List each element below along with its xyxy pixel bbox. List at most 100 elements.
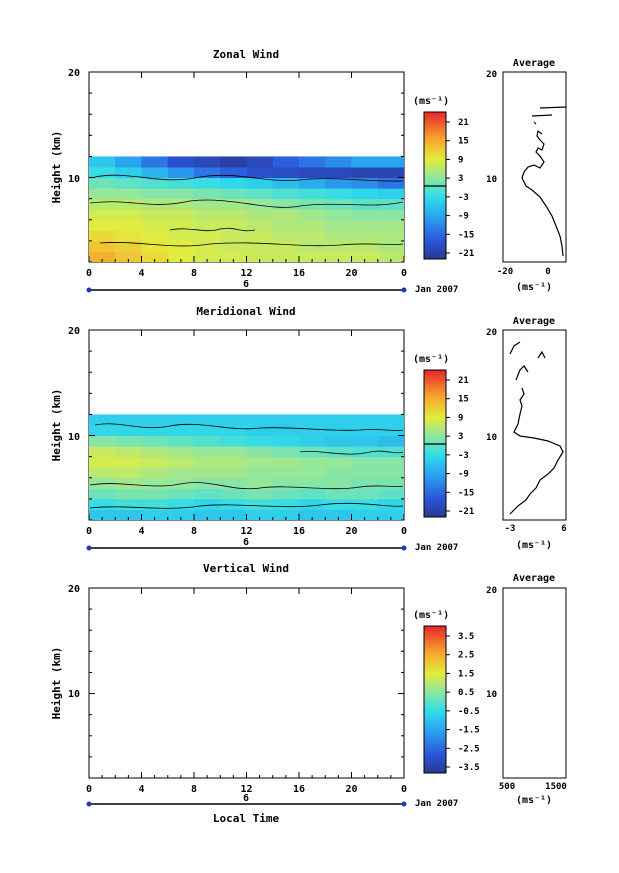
heatmap-cell [167, 456, 195, 468]
heatmap-cell [167, 188, 195, 200]
heatmap-cell [89, 509, 116, 520]
heatmap-cell [246, 414, 274, 426]
heatmap-cell [351, 167, 379, 179]
colorbar-unit: (ms⁻¹) [413, 610, 449, 621]
x-tick-label: 20 [345, 526, 357, 537]
heatmap-cell [141, 240, 169, 252]
heatmap-cell [115, 188, 142, 200]
heatmap-cell [272, 435, 300, 447]
contour-line [89, 199, 404, 208]
heatmap-cell [194, 219, 221, 231]
heatmap-cell [377, 509, 404, 520]
heatmap-cell [89, 435, 116, 447]
heatmap-cells [89, 414, 404, 520]
heatmap-cell [377, 177, 404, 189]
heatmap-cell [220, 219, 247, 231]
heatmap-cell [194, 156, 221, 168]
heatmap-cell [194, 230, 221, 242]
day-label: 6 [243, 279, 249, 290]
heatmap-cell [167, 467, 195, 479]
heatmap-cell [351, 209, 379, 221]
heatmap-cell [325, 488, 352, 500]
heatmap-cell [246, 177, 274, 189]
colorbar-tick-labels: 21 15 9 3 -3 -9 -15 -21 [446, 118, 474, 259]
heatmap-cell [220, 177, 247, 189]
heatmap-cell [89, 488, 116, 500]
heatmap-cell [351, 509, 379, 520]
contour-line [89, 482, 404, 490]
heatmap-cell [325, 251, 352, 262]
heatmap-cell [115, 251, 142, 262]
y-tick-label: 10 [68, 689, 80, 700]
panel-vertical-wind: Vertical Wind Height (km) 20 10 0 4 8 12 16 2… [50, 562, 567, 825]
heatmap-cell [141, 156, 169, 168]
heatmap-cell [351, 414, 379, 426]
colorbar-tick-label: 3.5 [458, 632, 474, 642]
heatmap-cell [272, 498, 300, 510]
heatmap-cell [115, 467, 142, 479]
heatmap-cell [115, 240, 142, 252]
heatmap-cell [115, 230, 142, 242]
heatmap-cell [299, 240, 326, 252]
heatmap-cell [194, 509, 221, 520]
heatmap-cell [141, 488, 169, 500]
colorbar-tick-label: 15 [458, 395, 469, 405]
heatmap-cell [194, 498, 221, 510]
colorbar-tick-label: -15 [458, 488, 474, 498]
heatmap-cell [89, 177, 116, 189]
heatmap-cell [89, 467, 116, 479]
colorbar-tick-labels: 3.5 2.5 1.5 0.5 -0.5 -1.5 -2.5 -3.5 [446, 632, 480, 773]
heatmap-cell [141, 177, 169, 189]
heatmap-cell [325, 240, 352, 252]
heatmap-cell [220, 167, 247, 179]
heatmap-cell [115, 198, 142, 210]
heatmap-cell [325, 456, 352, 468]
heatmap-cell [325, 219, 352, 231]
heatmap-cell [272, 230, 300, 242]
heatmap-cell [220, 425, 247, 437]
heatmap-cell [299, 467, 326, 479]
colorbar-unit: (ms⁻¹) [413, 354, 449, 365]
heatmap-cell [325, 509, 352, 520]
heatmap-cell [246, 488, 274, 500]
heatmap-cell [299, 251, 326, 262]
heatmap-cell [377, 467, 404, 479]
y-tick-label: 20 [68, 584, 80, 595]
avg-y-tick-label: 10 [486, 433, 497, 443]
heatmap-cell [220, 188, 247, 200]
heatmap-cell [351, 230, 379, 242]
heatmap-cell [220, 240, 247, 252]
heatmap-cell [299, 156, 326, 168]
heatmap-cell [351, 435, 379, 447]
heatmap-cell [220, 230, 247, 242]
x-tick-label: 12 [240, 784, 252, 795]
colorbar-tick-label: -3 [458, 193, 469, 203]
heatmap-cell [272, 414, 300, 426]
heatmap-cell [141, 251, 169, 262]
heatmap-cell [167, 414, 195, 426]
heatmap-cell [377, 446, 404, 458]
heatmap-cell [141, 498, 169, 510]
x-tick-label: 16 [293, 268, 305, 279]
heatmap-cell [246, 240, 274, 252]
heatmap-cell [272, 188, 300, 200]
avg-y-tick-label: 10 [486, 175, 497, 185]
avg-x-tick-label: 500 [499, 782, 515, 792]
heatmap-cell [89, 167, 116, 179]
y-tick-label: 20 [68, 68, 80, 79]
panel-zonal-wind: Zonal Wind Height (km) 20 10 0 4 8 12 16 20 0 … [50, 48, 567, 295]
heatmap-cell [167, 425, 195, 437]
heatmap-cell [115, 446, 142, 458]
heatmap-cell [377, 156, 404, 168]
panel-title: Meridional Wind [196, 305, 295, 318]
heatmap-cell [141, 467, 169, 479]
heatmap-cell [167, 435, 195, 447]
x-tick-label: 16 [293, 784, 305, 795]
heatmap-cell [272, 446, 300, 458]
heatmap-cell [167, 156, 195, 168]
heatmap-cell [141, 167, 169, 179]
day-label: 6 [243, 537, 249, 548]
avg-x-tick-label: 0 [545, 267, 550, 277]
y-axis-label: Height (km) [50, 647, 63, 720]
